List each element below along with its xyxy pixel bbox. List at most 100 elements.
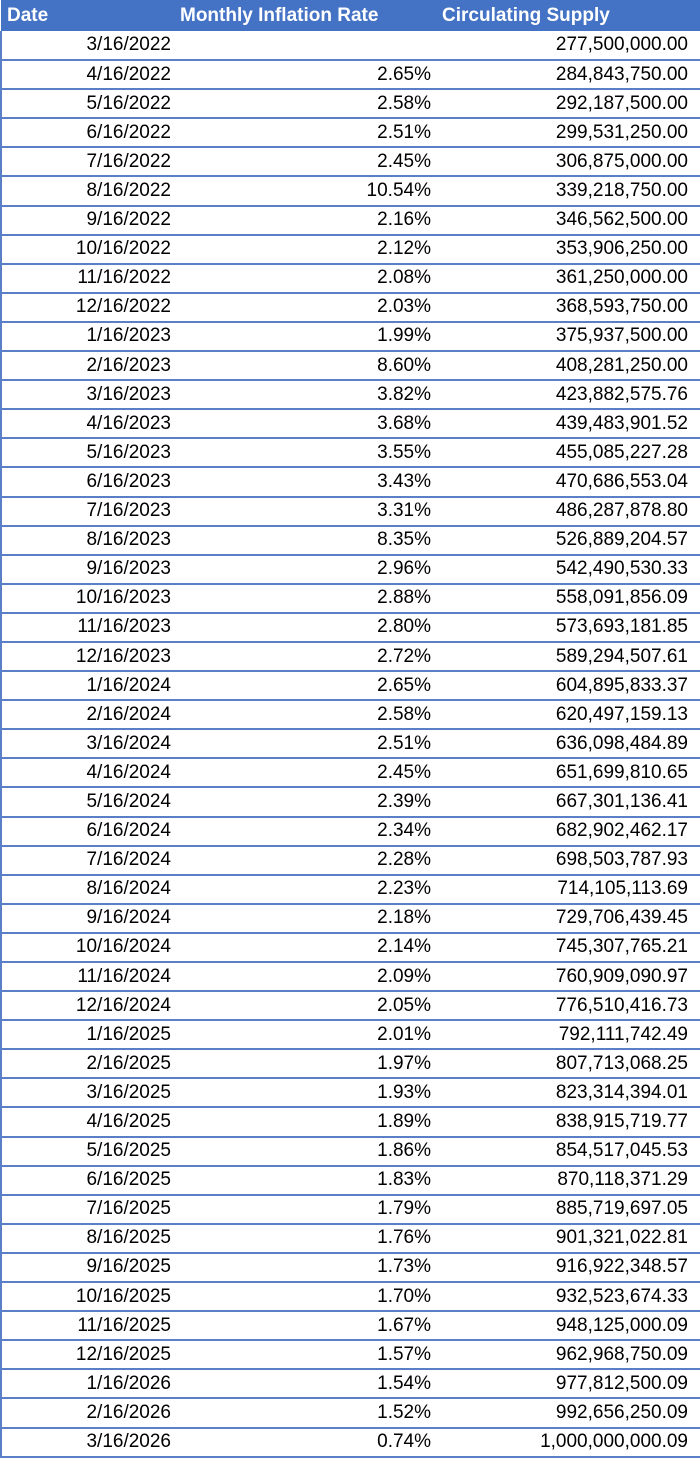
- date-cell[interactable]: 5/16/2023: [0, 438, 177, 469]
- circulating-supply-cell[interactable]: 346,562,500.00: [439, 205, 700, 236]
- date-cell[interactable]: 5/16/2024: [0, 787, 177, 818]
- circulating-supply-cell[interactable]: 992,656,250.09: [439, 1398, 700, 1429]
- date-cell[interactable]: 10/16/2023: [0, 583, 177, 614]
- inflation-rate-cell[interactable]: 2.12%: [177, 234, 439, 265]
- inflation-rate-cell[interactable]: 2.03%: [177, 292, 439, 323]
- circulating-supply-cell[interactable]: 962,968,750.09: [439, 1340, 700, 1371]
- inflation-rate-cell[interactable]: 1.76%: [177, 1223, 439, 1254]
- date-cell[interactable]: 3/16/2023: [0, 380, 177, 411]
- date-cell[interactable]: 7/16/2025: [0, 1194, 177, 1225]
- circulating-supply-cell[interactable]: 729,706,439.45: [439, 903, 700, 934]
- circulating-supply-cell[interactable]: 526,889,204.57: [439, 525, 700, 556]
- date-cell[interactable]: 9/16/2023: [0, 554, 177, 585]
- inflation-rate-cell[interactable]: 2.28%: [177, 845, 439, 876]
- circulating-supply-cell[interactable]: 573,693,181.85: [439, 612, 700, 643]
- date-cell[interactable]: 6/16/2024: [0, 816, 177, 847]
- inflation-rate-cell[interactable]: 1.54%: [177, 1369, 439, 1400]
- inflation-rate-cell[interactable]: 2.58%: [177, 89, 439, 120]
- inflation-rate-cell[interactable]: 2.01%: [177, 1020, 439, 1051]
- inflation-rate-cell[interactable]: 3.43%: [177, 467, 439, 498]
- inflation-rate-cell[interactable]: 2.34%: [177, 816, 439, 847]
- date-cell[interactable]: 10/16/2022: [0, 234, 177, 265]
- circulating-supply-cell[interactable]: 807,713,068.25: [439, 1049, 700, 1080]
- inflation-rate-cell[interactable]: 0.74%: [177, 1427, 439, 1458]
- inflation-rate-cell[interactable]: 1.97%: [177, 1049, 439, 1080]
- date-cell[interactable]: 4/16/2023: [0, 409, 177, 440]
- inflation-rate-cell[interactable]: 2.18%: [177, 903, 439, 934]
- inflation-rate-cell[interactable]: 1.93%: [177, 1078, 439, 1109]
- date-cell[interactable]: 7/16/2024: [0, 845, 177, 876]
- date-cell[interactable]: 10/16/2025: [0, 1282, 177, 1313]
- inflation-rate-cell[interactable]: 8.60%: [177, 351, 439, 382]
- column-header-circulating-supply[interactable]: Circulating Supply: [439, 0, 700, 31]
- inflation-rate-cell[interactable]: 1.70%: [177, 1282, 439, 1313]
- circulating-supply-cell[interactable]: 284,843,750.00: [439, 60, 700, 91]
- circulating-supply-cell[interactable]: 589,294,507.61: [439, 641, 700, 673]
- circulating-supply-cell[interactable]: 745,307,765.21: [439, 932, 700, 964]
- date-cell[interactable]: 2/16/2026: [0, 1398, 177, 1429]
- inflation-rate-cell[interactable]: 2.45%: [177, 758, 439, 789]
- circulating-supply-cell[interactable]: 439,483,901.52: [439, 409, 700, 440]
- date-cell[interactable]: 12/16/2024: [0, 991, 177, 1022]
- date-cell[interactable]: 9/16/2024: [0, 903, 177, 934]
- inflation-rate-cell[interactable]: 8.35%: [177, 525, 439, 556]
- inflation-rate-cell[interactable]: 3.82%: [177, 380, 439, 411]
- date-cell[interactable]: 5/16/2025: [0, 1136, 177, 1167]
- date-cell[interactable]: 2/16/2023: [0, 351, 177, 382]
- inflation-rate-cell[interactable]: 2.08%: [177, 263, 439, 294]
- circulating-supply-cell[interactable]: 901,321,022.81: [439, 1223, 700, 1254]
- inflation-rate-cell[interactable]: 2.09%: [177, 962, 439, 993]
- inflation-rate-cell[interactable]: 1.52%: [177, 1398, 439, 1429]
- circulating-supply-cell[interactable]: 408,281,250.00: [439, 351, 700, 382]
- inflation-rate-cell[interactable]: 1.99%: [177, 321, 439, 353]
- circulating-supply-cell[interactable]: 306,875,000.00: [439, 147, 700, 178]
- circulating-supply-cell[interactable]: 353,906,250.00: [439, 234, 700, 265]
- circulating-supply-cell[interactable]: 558,091,856.09: [439, 583, 700, 614]
- circulating-supply-cell[interactable]: 776,510,416.73: [439, 991, 700, 1022]
- date-cell[interactable]: 1/16/2024: [0, 671, 177, 702]
- date-cell[interactable]: 11/16/2024: [0, 962, 177, 993]
- date-cell[interactable]: 2/16/2024: [0, 700, 177, 731]
- date-cell[interactable]: 8/16/2023: [0, 525, 177, 556]
- date-cell[interactable]: 12/16/2023: [0, 641, 177, 673]
- date-cell[interactable]: 12/16/2022: [0, 292, 177, 323]
- inflation-rate-cell[interactable]: 1.67%: [177, 1311, 439, 1342]
- inflation-rate-cell[interactable]: 1.83%: [177, 1165, 439, 1196]
- circulating-supply-cell[interactable]: 1,000,000,000.09: [439, 1427, 700, 1458]
- circulating-supply-cell[interactable]: 361,250,000.00: [439, 263, 700, 294]
- date-cell[interactable]: 5/16/2022: [0, 89, 177, 120]
- date-cell[interactable]: 7/16/2023: [0, 496, 177, 527]
- inflation-rate-cell[interactable]: 2.51%: [177, 118, 439, 149]
- date-cell[interactable]: 11/16/2023: [0, 612, 177, 643]
- date-cell[interactable]: 4/16/2025: [0, 1107, 177, 1138]
- column-header-monthly-inflation-rate[interactable]: Monthly Inflation Rate: [177, 0, 439, 31]
- date-cell[interactable]: 3/16/2026: [0, 1427, 177, 1458]
- circulating-supply-cell[interactable]: 682,902,462.17: [439, 816, 700, 847]
- circulating-supply-cell[interactable]: 277,500,000.00: [439, 31, 700, 62]
- inflation-rate-cell[interactable]: 2.65%: [177, 60, 439, 91]
- inflation-rate-cell[interactable]: 2.65%: [177, 671, 439, 702]
- date-cell[interactable]: 11/16/2025: [0, 1311, 177, 1342]
- inflation-rate-cell[interactable]: 2.58%: [177, 700, 439, 731]
- circulating-supply-cell[interactable]: 368,593,750.00: [439, 292, 700, 323]
- circulating-supply-cell[interactable]: 455,085,227.28: [439, 438, 700, 469]
- date-cell[interactable]: 1/16/2023: [0, 321, 177, 353]
- circulating-supply-cell[interactable]: 792,111,742.49: [439, 1020, 700, 1051]
- inflation-rate-cell[interactable]: 1.86%: [177, 1136, 439, 1167]
- circulating-supply-cell[interactable]: 854,517,045.53: [439, 1136, 700, 1167]
- circulating-supply-cell[interactable]: 667,301,136.41: [439, 787, 700, 818]
- inflation-rate-cell[interactable]: 2.05%: [177, 991, 439, 1022]
- date-cell[interactable]: 8/16/2024: [0, 874, 177, 905]
- inflation-rate-cell[interactable]: 1.89%: [177, 1107, 439, 1138]
- date-cell[interactable]: 1/16/2026: [0, 1369, 177, 1400]
- circulating-supply-cell[interactable]: 292,187,500.00: [439, 89, 700, 120]
- inflation-rate-cell[interactable]: 2.14%: [177, 932, 439, 964]
- inflation-rate-cell[interactable]: 2.96%: [177, 554, 439, 585]
- circulating-supply-cell[interactable]: 542,490,530.33: [439, 554, 700, 585]
- date-cell[interactable]: 4/16/2024: [0, 758, 177, 789]
- circulating-supply-cell[interactable]: 714,105,113.69: [439, 874, 700, 905]
- circulating-supply-cell[interactable]: 916,922,348.57: [439, 1252, 700, 1284]
- date-cell[interactable]: 9/16/2025: [0, 1252, 177, 1284]
- circulating-supply-cell[interactable]: 423,882,575.76: [439, 380, 700, 411]
- inflation-rate-cell[interactable]: [177, 31, 439, 62]
